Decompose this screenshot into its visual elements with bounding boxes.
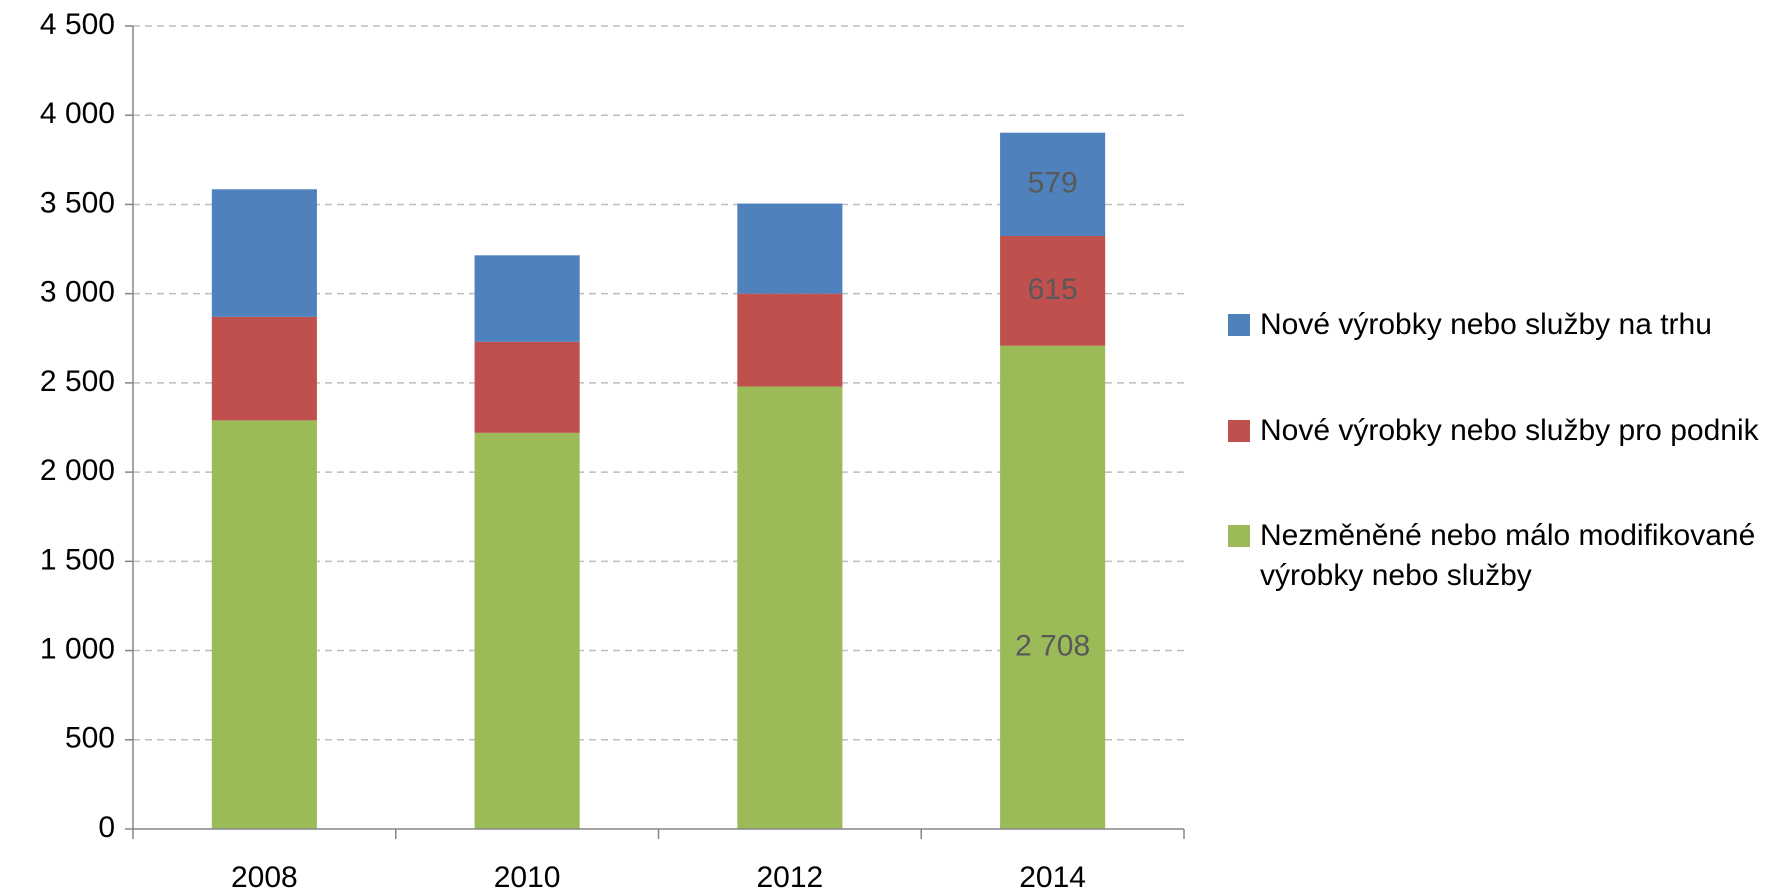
- bar-segment: [737, 203, 843, 294]
- y-tick-label: 500: [65, 722, 115, 755]
- x-tick-label: 2008: [231, 861, 298, 892]
- x-tick-label: 2014: [1019, 861, 1086, 892]
- y-tick-label: 1 500: [40, 543, 115, 576]
- legend-swatch: [1228, 525, 1250, 547]
- legend-item: Nové výrobky nebo služby na trhu: [1228, 305, 1773, 345]
- legend-swatch: [1228, 314, 1250, 336]
- y-tick-label: 0: [98, 811, 115, 844]
- x-tick-label: 2010: [494, 861, 561, 892]
- bar-segment: [211, 316, 317, 421]
- data-label: 615: [1028, 273, 1078, 306]
- y-tick-label: 3 000: [40, 276, 115, 309]
- y-tick-label: 3 500: [40, 186, 115, 219]
- bar-segment: [737, 386, 843, 829]
- legend-label: Nové výrobky nebo služby na trhu: [1260, 308, 1712, 341]
- legend-label: Nezměněné nebo málo modifikované výrobky…: [1260, 519, 1756, 592]
- bar-segment: [211, 420, 317, 829]
- legend-item: Nové výrobky nebo služby pro podnik: [1228, 411, 1773, 451]
- x-tick-label: 2012: [757, 861, 824, 892]
- bar-segment: [474, 432, 580, 829]
- legend-item: Nezměněné nebo málo modifikované výrobky…: [1228, 516, 1773, 596]
- y-tick-label: 4 500: [40, 8, 115, 41]
- legend-label: Nové výrobky nebo služby pro podnik: [1260, 414, 1759, 447]
- legend-swatch: [1228, 420, 1250, 442]
- bar-segment: [1000, 345, 1106, 829]
- bar-segment: [1000, 132, 1106, 237]
- y-tick-label: 4 000: [40, 97, 115, 130]
- data-label: 2 708: [1015, 629, 1090, 662]
- data-label: 579: [1028, 166, 1078, 199]
- bar-segment: [1000, 236, 1106, 346]
- bar-segment: [474, 255, 580, 342]
- bar-segment: [474, 341, 580, 433]
- bar-segment: [211, 189, 317, 317]
- y-tick-label: 2 500: [40, 365, 115, 398]
- bar-segment: [737, 293, 843, 387]
- y-tick-label: 1 000: [40, 632, 115, 665]
- y-tick-label: 2 000: [40, 454, 115, 487]
